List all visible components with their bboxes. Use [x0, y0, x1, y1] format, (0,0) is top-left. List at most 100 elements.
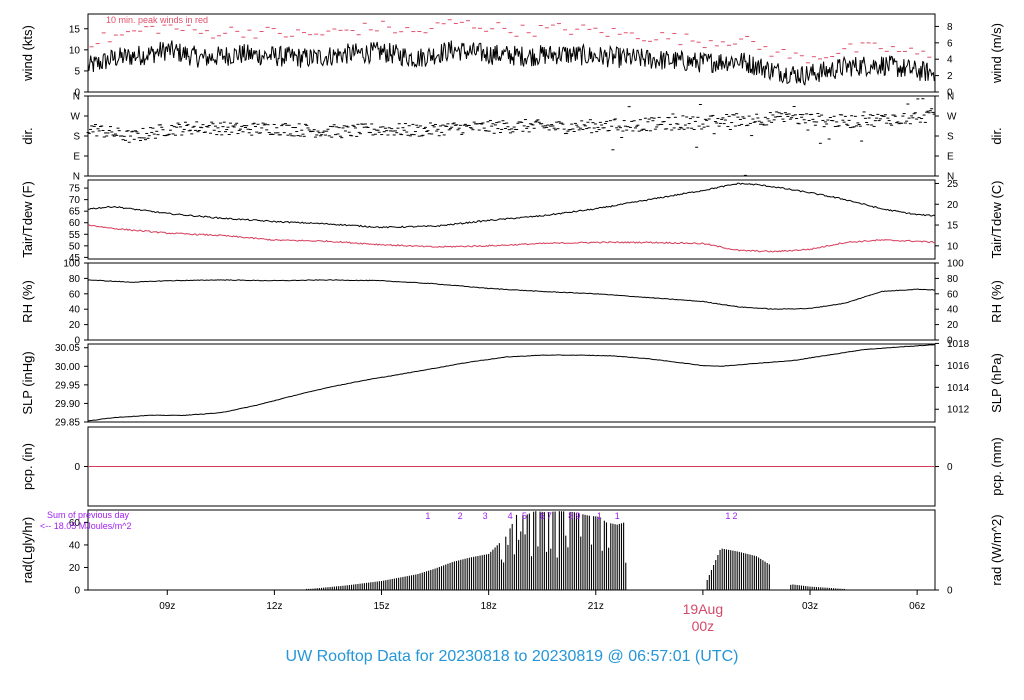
rh-tick-label-right: 100 [947, 259, 964, 270]
rad-tick-label-left: 40 [69, 540, 81, 551]
peak-wind-note: 10 min. peak winds in red [106, 15, 208, 25]
sun-hour-label: 1 [615, 511, 620, 521]
dir-ylabel-right: dir. [989, 127, 1004, 144]
wind-tick-label-right: 2 [947, 71, 953, 82]
temp-tick-label-right: 20 [947, 200, 959, 211]
date-label: 19Aug [683, 601, 723, 617]
temp-tick-label-left: 45 [69, 253, 81, 264]
dir-tick-label-left: N [73, 172, 80, 183]
rh-tick-label-right: 60 [947, 289, 959, 300]
temp-tick-label-left: 65 [69, 207, 81, 218]
pcp-ylabel-right: pcp. (mm) [989, 437, 1004, 496]
sun-hour-label: 1 [725, 511, 730, 521]
x-tick-label: 18z [481, 601, 497, 612]
dir-tick-label-left: W [71, 112, 81, 123]
x-tick-label: 21z [588, 601, 604, 612]
sun-hour-label: 8 [568, 511, 573, 521]
sun-hour-label: 2 [458, 511, 463, 521]
wind-panel-frame [87, 13, 936, 93]
wind-tick-label-right: 8 [947, 22, 953, 33]
rh-tick-label-left: 100 [63, 259, 80, 270]
rh-tick-label-right: 80 [947, 274, 959, 285]
temp-tick-label-right: 15 [947, 221, 959, 232]
temp-tick-label-right: 10 [947, 241, 959, 252]
rh-tick-label-left: 0 [74, 336, 80, 347]
pcp-ylabel-left: pcp. (in) [20, 443, 35, 490]
wind-tick-label-left: 5 [74, 66, 80, 77]
rad-ylabel-left: rad(Lgly/hr) [20, 517, 35, 583]
rad-panel-frame [87, 509, 936, 591]
x-tick-label: 15z [373, 601, 389, 612]
dir-tick-label-right: N [947, 92, 954, 103]
sun-hour-label: 2 [733, 511, 738, 521]
midnight-label: 00z [692, 618, 715, 634]
rh-panel-frame [87, 262, 936, 341]
wind-tick-label-right: 4 [947, 55, 953, 66]
temp-tick-label-left: 60 [69, 218, 81, 229]
x-tick-label: 03z [802, 601, 818, 612]
rh-tick-label-right: 0 [947, 336, 953, 347]
wind-tick-label-left: 10 [69, 45, 81, 56]
sun-hour-label: 3 [483, 511, 488, 521]
dir-tick-label-right: N [947, 172, 954, 183]
rh-ylabel-left: RH (%) [20, 280, 35, 323]
radiation-sum-label: Sum of previous day [47, 510, 130, 520]
temp-tick-label-left: 55 [69, 230, 81, 241]
slp-ylabel-left: SLP (inHg) [20, 351, 35, 414]
temp-tick-label-right: 25 [947, 179, 959, 190]
slp-tick-label-right: 1016 [947, 361, 970, 372]
wind-tick-label-left: 0 [74, 88, 80, 99]
slp-tick-label-right: 1018 [947, 339, 970, 350]
temp-ylabel-right: Tair/Tdew (C) [989, 180, 1004, 258]
dir-ylabel-left: dir. [20, 127, 35, 144]
page-title: UW Rooftop Data for 20230818 to 20230819… [285, 648, 739, 665]
dir-tick-label-left: E [73, 152, 80, 163]
temp-tick-label-left: 75 [69, 184, 81, 195]
slp-tick-label-left: 29.85 [55, 418, 80, 429]
slp-tick-label-left: 30.00 [55, 362, 80, 373]
pcp-tick-label-right: 0 [947, 462, 953, 473]
rad-tick-label-right: 0 [947, 586, 953, 597]
dir-tick-label-right: W [947, 112, 957, 123]
wind-speed-line [87, 40, 935, 86]
radiation-sum-value: <-- 18.05 MJoules/m^2 [40, 521, 132, 531]
wind-ylabel-right: wind (m/s) [989, 23, 1004, 84]
dewpoint-line [87, 224, 936, 253]
rh-tick-label-right: 20 [947, 320, 959, 331]
temp-ylabel-left: Tair/Tdew (F) [20, 181, 35, 258]
rh-tick-label-left: 60 [69, 289, 81, 300]
slp-tick-label-left: 29.95 [55, 380, 80, 391]
temp-tick-label-left: 70 [69, 195, 81, 206]
air-temperature-line [87, 182, 936, 229]
rh-tick-label-left: 80 [69, 274, 81, 285]
slp-tick-label-left: 29.90 [55, 399, 80, 410]
wind-tick-label-right: 0 [947, 88, 953, 99]
dir-tick-label-left: S [73, 132, 80, 143]
sun-hour-label: 1 [597, 511, 602, 521]
rh-tick-label-left: 40 [69, 305, 81, 316]
sun-hour-label: 4 [508, 511, 513, 521]
dir-tick-label-right: S [947, 132, 954, 143]
wind-tick-label-left: 15 [69, 24, 81, 35]
rh-tick-label-right: 40 [947, 305, 959, 316]
rh-ylabel-right: RH (%) [989, 280, 1004, 323]
slp-tick-label-left: 30.05 [55, 343, 80, 354]
slp-ylabel-right: SLP (hPa) [989, 353, 1004, 413]
pcp-tick-label-left: 0 [74, 462, 80, 473]
dir-panel-frame [87, 95, 936, 177]
sun-hour-label: 5 [522, 511, 527, 521]
sun-hour-label: 7 [547, 511, 552, 521]
sun-hour-label: 1 [425, 511, 430, 521]
rad-tick-label-left: 20 [69, 563, 81, 574]
x-tick-label: 09z [159, 601, 175, 612]
slp-panel-frame [87, 343, 936, 423]
dir-tick-label-left: N [73, 92, 80, 103]
sun-hour-label: 6 [540, 511, 545, 521]
wind-tick-label-right: 6 [947, 38, 953, 49]
relative-humidity-line [87, 279, 936, 310]
slp-tick-label-right: 1014 [947, 383, 970, 394]
rh-tick-label-left: 20 [69, 320, 81, 331]
sea-level-pressure-line [88, 344, 935, 422]
rad-tick-label-left: 0 [74, 586, 80, 597]
